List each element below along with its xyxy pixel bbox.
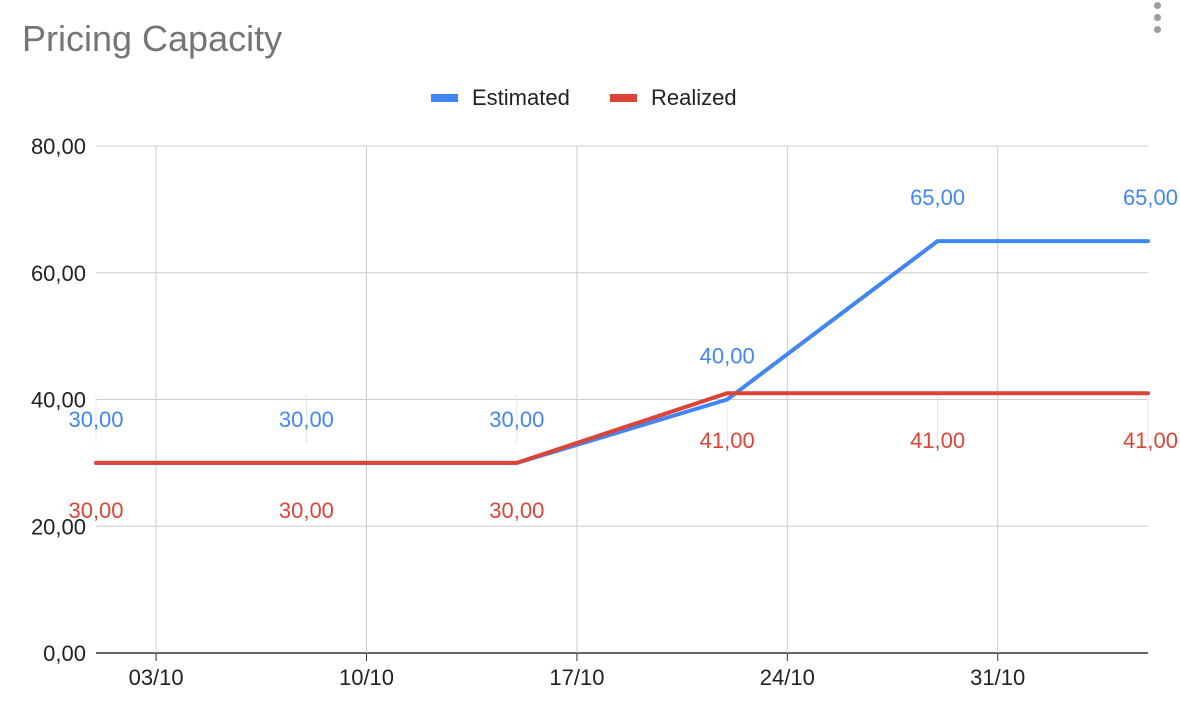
chart-legend: Estimated Realized [0,84,1180,112]
data-label-realized-4: 41,00 [910,428,965,453]
x-tick-label-2: 17/10 [549,665,604,690]
x-tick-label-0: 03/10 [129,665,184,690]
legend-swatch-realized [610,94,637,102]
data-label-estimated-0: 30,00 [68,407,123,432]
y-tick-label-3: 60,00 [31,261,86,286]
data-label-estimated-3: 40,00 [700,344,755,369]
legend-label-estimated: Estimated [472,85,570,110]
data-label-estimated-2: 30,00 [489,407,544,432]
legend-item-estimated[interactable]: Estimated [431,84,570,112]
y-tick-label-2: 40,00 [31,388,86,413]
legend-swatch-estimated [431,94,458,102]
y-tick-label-1: 20,00 [31,514,86,539]
more-vert-icon [1154,2,1161,9]
data-label-estimated-4: 65,00 [910,185,965,210]
data-label-realized-0: 30,00 [68,498,123,523]
data-label-realized-2: 30,00 [489,498,544,523]
data-label-realized-5: 41,00 [1123,428,1178,453]
series-line-realized [94,391,1150,465]
y-tick-label-0: 0,00 [43,641,86,666]
x-tick-label-4: 31/10 [970,665,1025,690]
chart-title: Pricing Capacity [22,18,283,59]
y-tick-label-4: 80,00 [31,134,86,159]
data-label-realized-3: 41,00 [700,428,755,453]
legend-label-realized: Realized [651,85,737,110]
data-label-estimated-1: 30,00 [279,407,334,432]
chart-menu-button[interactable] [1146,0,1170,36]
data-label-realized-1: 30,00 [279,498,334,523]
x-tick-label-1: 10/10 [339,665,394,690]
legend-item-realized[interactable]: Realized [610,84,737,112]
data-label-estimated-5: 65,00 [1123,185,1178,210]
more-vert-icon-dot-2 [1154,14,1161,21]
more-vert-icon-dot-3 [1154,26,1161,33]
x-tick-label-3: 24/10 [760,665,815,690]
